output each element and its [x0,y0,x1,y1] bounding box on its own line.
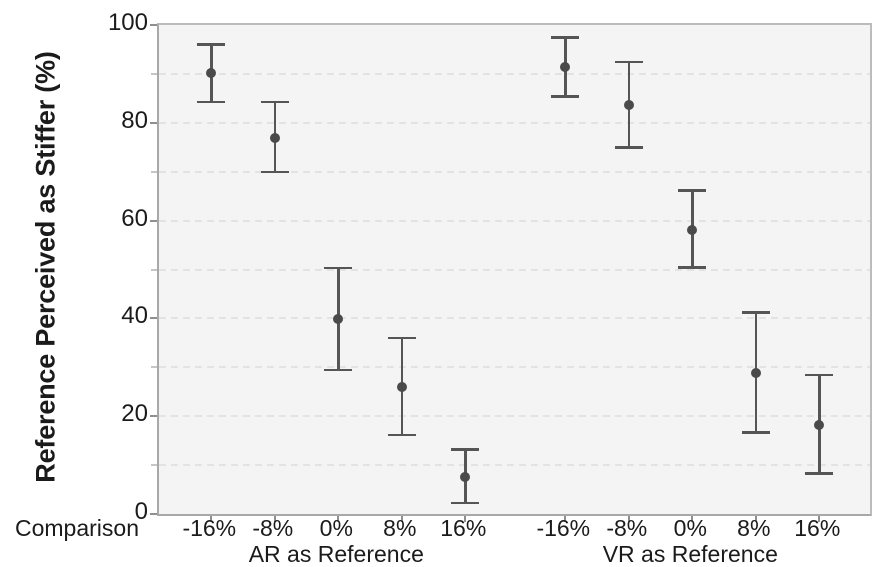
horizontal-gridline [159,121,870,124]
x-axis-tick-label: -8% [606,515,648,541]
x-axis-group-label: VR as Reference [602,541,778,567]
plot-area [150,23,872,522]
plot-canvas [150,24,870,522]
horizontal-gridline [159,415,870,418]
y-axis-minor-tick [151,268,157,271]
y-axis-major-tick [150,317,157,320]
x-axis-group-label: AR as Reference [248,541,424,567]
horizontal-gridline [159,366,870,369]
data-point-marker [206,67,217,78]
error-bar-cap-top [387,336,416,340]
error-bar-cap-top [741,311,770,314]
y-axis-major-tick [150,219,157,222]
error-bar-cap-bottom [805,472,834,475]
data-point-marker [687,224,698,235]
horizontal-gridline [159,317,870,320]
x-axis-tick-label: -16% [182,515,237,541]
x-axis-tick [273,516,276,522]
x-axis-prefix-label: Comparison [15,515,139,541]
x-axis-tick-label: -16% [536,515,591,541]
x-axis-tick [564,516,567,522]
x-axis-tick [691,516,694,522]
x-axis-tick-label: 0% [319,515,353,541]
error-bar-cap-top [324,266,353,270]
error-bar-cap-bottom [260,170,289,174]
error-bar-cap-bottom [614,146,643,149]
x-axis-tick [818,516,821,522]
x-axis-tick-label: 8% [383,515,417,541]
y-axis-tick-label: 100 [107,9,148,36]
y-axis-minor-tick [151,366,157,369]
error-bar-cap-bottom [324,368,353,372]
error-bar-cap-top [678,189,707,192]
error-bar-cap-bottom [741,431,770,434]
y-axis-tick-label: 20 [121,400,148,428]
horizontal-gridline [159,464,870,467]
error-bar-cap-bottom [551,95,580,98]
data-point-marker [460,471,471,482]
data-point-marker [396,381,407,392]
x-axis-tick [337,516,340,522]
error-bar-cap-bottom [678,266,707,269]
y-axis-tick-label: 40 [121,302,148,330]
error-bar-cap-top [551,36,580,39]
y-axis-tick-label: 0 [134,498,148,525]
x-axis-tick [210,516,213,522]
horizontal-gridline [159,268,870,271]
y-axis-major-tick [150,415,157,418]
y-axis-minor-tick [151,170,157,173]
x-axis-tick-label: -8% [252,515,294,541]
y-axis-major-tick [150,121,157,124]
error-bar-cap-bottom [197,100,226,104]
x-axis-tick [400,516,403,522]
x-axis-tick-label: 0% [673,515,707,541]
horizontal-gridline [159,219,870,222]
y-axis-major-tick [150,513,157,515]
error-bar-cap-top [197,43,226,46]
data-point-marker [560,61,571,72]
data-point-marker [623,99,634,110]
error-bar-cap-top [260,100,289,104]
data-point-marker [333,314,344,325]
x-axis-tick-label: 16% [794,515,841,541]
x-axis-tick [627,516,630,522]
y-axis-tick-label: 60 [121,204,148,232]
error-bar-cap-top [805,373,834,377]
x-axis-tick [464,516,467,522]
horizontal-gridline [159,170,870,173]
data-point-marker [269,132,280,143]
horizontal-gridline [159,72,870,75]
data-point-marker [814,420,825,430]
error-bar-cap-top [614,60,643,64]
x-axis-tick [754,516,757,522]
error-bar-cap-bottom [387,433,416,437]
error-bar-cap-bottom [451,501,480,505]
y-axis-minor-tick [151,464,157,467]
x-axis-tick-label: 16% [440,515,487,541]
x-axis-tick-label: 8% [737,515,771,541]
data-point-marker [750,367,761,378]
error-bar-cap-top [451,448,480,451]
y-axis-minor-tick [151,72,157,75]
y-axis-tick-label: 80 [121,106,148,134]
y-axis-major-tick [150,24,157,26]
